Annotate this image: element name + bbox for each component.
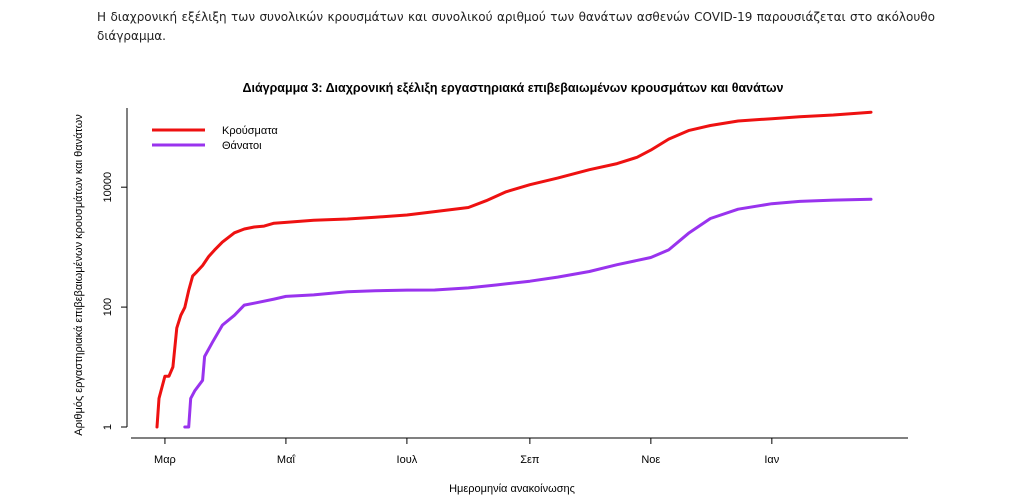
- series-line-cases: [155, 110, 873, 429]
- intro-paragraph: Η διαχρονική εξέλιξη των συνολικών κρουσ…: [97, 10, 935, 43]
- y-tick-label: 1: [102, 424, 114, 430]
- y-axis-label: Αριθμός εργαστηριακά επιβεβαιωμένων κρου…: [73, 114, 85, 436]
- x-ticks: Μαρ Μαΐ Ιουλ Σεπ Νοε Ιαν: [154, 438, 780, 466]
- x-tick-label: Ιουλ: [397, 454, 418, 466]
- series-lines: [155, 110, 873, 429]
- y-tick-label: 10000: [102, 172, 114, 203]
- chart-title: Διάγραμμα 3: Διαχρονική εξέλιξη εργαστηρ…: [242, 81, 783, 95]
- y-tick-label: 100: [102, 298, 114, 316]
- legend: Κρούσματα Θάνατοι: [152, 125, 278, 152]
- x-tick-label: Μαρ: [154, 454, 176, 466]
- x-tick-label: Ιαν: [764, 454, 779, 466]
- x-axis-label: Ημερομηνία ανακοίνωσης: [449, 483, 575, 495]
- legend-label-deaths: Θάνατοι: [222, 140, 262, 152]
- x-tick-label: Σεπ: [520, 454, 540, 466]
- x-tick-label: Μαΐ: [277, 454, 296, 466]
- x-tick-label: Νοε: [641, 454, 660, 466]
- legend-label-cases: Κρούσματα: [222, 125, 278, 137]
- series-line-deaths: [183, 197, 873, 429]
- y-ticks: 1 100 10000: [102, 172, 127, 430]
